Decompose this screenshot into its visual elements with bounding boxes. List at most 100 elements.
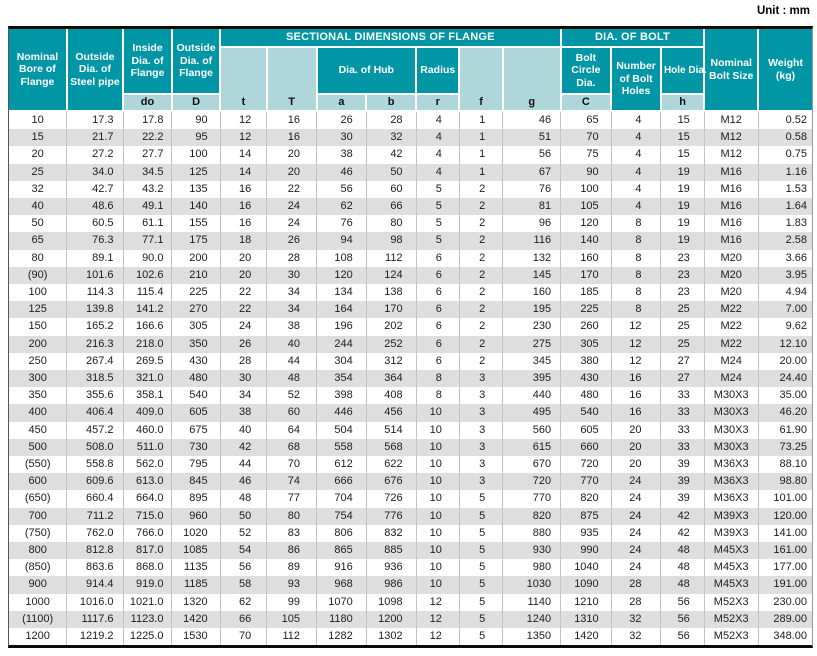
- table-cell: 16: [219, 198, 268, 216]
- table-cell: 4: [415, 163, 460, 181]
- table-cell: 155: [171, 215, 221, 233]
- table-cell: 70: [560, 129, 612, 147]
- table-cell: 480: [560, 387, 612, 405]
- table-cell: 25: [660, 318, 705, 336]
- table-cell: 160: [502, 284, 562, 302]
- table-cell: 32: [9, 180, 68, 199]
- table-cell: 196: [316, 318, 367, 336]
- table-cell: 4: [415, 111, 460, 130]
- table-cell: 50: [365, 163, 417, 181]
- table-cell: 100: [560, 180, 612, 199]
- table-row: 125 139.8 141.2 270 22 34 164 170 6 2 195 225 8 25 M22…: [9, 301, 812, 319]
- table-header: Nominal Bore of Flange Outside Dia. of S…: [9, 29, 812, 112]
- table-cell: 12: [219, 111, 268, 130]
- table-cell: 1016.0: [66, 593, 124, 611]
- table-cell: 5: [458, 524, 504, 543]
- table-cell: 160: [560, 249, 612, 267]
- table-cell: 350: [9, 387, 68, 405]
- table-cell: 80: [266, 507, 317, 525]
- table-cell: 51: [502, 129, 562, 147]
- table-cell: 832: [365, 524, 417, 543]
- table-cell: 20.00: [757, 352, 812, 371]
- table-cell: 1240: [502, 610, 562, 629]
- table-cell: 704: [316, 490, 367, 508]
- table-cell: 28: [219, 352, 268, 371]
- table-cell: 42: [219, 438, 268, 457]
- table-cell: 141.2: [122, 301, 173, 319]
- table-cell: 33: [660, 387, 705, 405]
- col-header-bolt-circle-dia: Bolt Circle Dia.: [559, 46, 613, 95]
- table-cell: 754: [316, 507, 367, 525]
- table-cell: 89.1: [66, 249, 124, 267]
- table-cell: 6: [415, 266, 460, 285]
- table-row: (850) 863.6 868.0 1135 56 89 916 936 10 5 980 1040 2…: [9, 559, 812, 577]
- table-cell: 68: [266, 438, 317, 457]
- table-cell: 762.0: [66, 524, 124, 543]
- table-cell: 300: [9, 370, 68, 388]
- table-cell: 90.0: [122, 249, 173, 267]
- table-cell: M45X3: [703, 559, 759, 577]
- table-cell: 8: [610, 266, 662, 285]
- table-cell: 49.1: [122, 198, 173, 216]
- table-cell: 990: [560, 542, 612, 560]
- flange-spec-sheet: Nominal Bore of Flange Outside Dia. of S…: [8, 26, 813, 649]
- table-cell: 24: [219, 318, 268, 336]
- table-cell: 145: [502, 266, 562, 285]
- table-cell: 980: [502, 559, 562, 577]
- table-cell: 80: [365, 215, 417, 233]
- table-cell: 612: [316, 456, 367, 474]
- table-row: 150 165.2 166.6 305 24 38 196 202 6 2 230 260 12 25 M2…: [9, 318, 812, 336]
- table-cell: 28: [610, 576, 662, 594]
- table-cell: 62: [316, 198, 367, 216]
- table-cell: 124: [365, 266, 417, 285]
- table-cell: 24: [266, 198, 317, 216]
- table-cell: 400: [9, 404, 68, 422]
- table-cell: 12: [610, 318, 662, 336]
- table-cell: 0.58: [757, 129, 812, 147]
- table-cell: 3.95: [757, 266, 812, 285]
- table-cell: 456: [365, 404, 417, 422]
- table-cell: 23: [660, 284, 705, 302]
- table-cell: 660.4: [66, 490, 124, 508]
- table-cell: 2: [458, 318, 504, 336]
- table-cell: 1.16: [757, 163, 812, 181]
- col-header-g: g: [501, 46, 562, 112]
- table-row: 65 76.3 77.1 175 18 26 94 98 5 2 116 140 8 19 M16 2.58: [9, 232, 812, 250]
- table-cell: 12: [610, 352, 662, 371]
- table-cell: (850): [9, 559, 68, 577]
- col-header-t: t: [220, 46, 268, 112]
- table-cell: 1302: [365, 628, 417, 646]
- table-cell: 806: [316, 524, 367, 543]
- table-cell: 24: [266, 215, 317, 233]
- table-cell: 6: [415, 301, 460, 319]
- table-cell: M45X3: [703, 576, 759, 594]
- col-header-b: b: [365, 93, 418, 112]
- table-cell: 195: [502, 301, 562, 319]
- table-cell: 60.5: [66, 215, 124, 233]
- table-cell: 15: [9, 129, 68, 147]
- table-cell: M39X3: [703, 507, 759, 525]
- table-cell: 100: [171, 146, 221, 164]
- table-row: 80 89.1 90.0 200 20 28 108 112 6 2 132 160 8 23 M20 3.6…: [9, 249, 812, 267]
- table-cell: 312: [365, 352, 417, 371]
- table-cell: 202: [365, 318, 417, 336]
- table-cell: 605: [171, 404, 221, 422]
- table-cell: 15: [660, 111, 705, 130]
- table-cell: 230.00: [757, 593, 812, 611]
- table-cell: 919.0: [122, 576, 173, 594]
- table-cell: 1123.0: [122, 610, 173, 629]
- table-cell: 177.00: [757, 559, 812, 577]
- table-cell: 35.00: [757, 387, 812, 405]
- table-cell: 44: [266, 352, 317, 371]
- table-cell: 675: [171, 421, 221, 439]
- table-cell: 10: [415, 473, 460, 491]
- table-cell: 5: [415, 215, 460, 233]
- table-cell: 354: [316, 370, 367, 388]
- table-cell: 863.6: [66, 559, 124, 577]
- table-cell: 28: [610, 593, 662, 611]
- table-cell: 935: [560, 524, 612, 543]
- table-cell: 766.0: [122, 524, 173, 543]
- table-row: 300 318.5 321.0 480 30 48 354 364 8 3 395 430 16 27 M2…: [9, 370, 812, 388]
- table-cell: 116: [502, 232, 562, 250]
- table-cell: 16: [610, 404, 662, 422]
